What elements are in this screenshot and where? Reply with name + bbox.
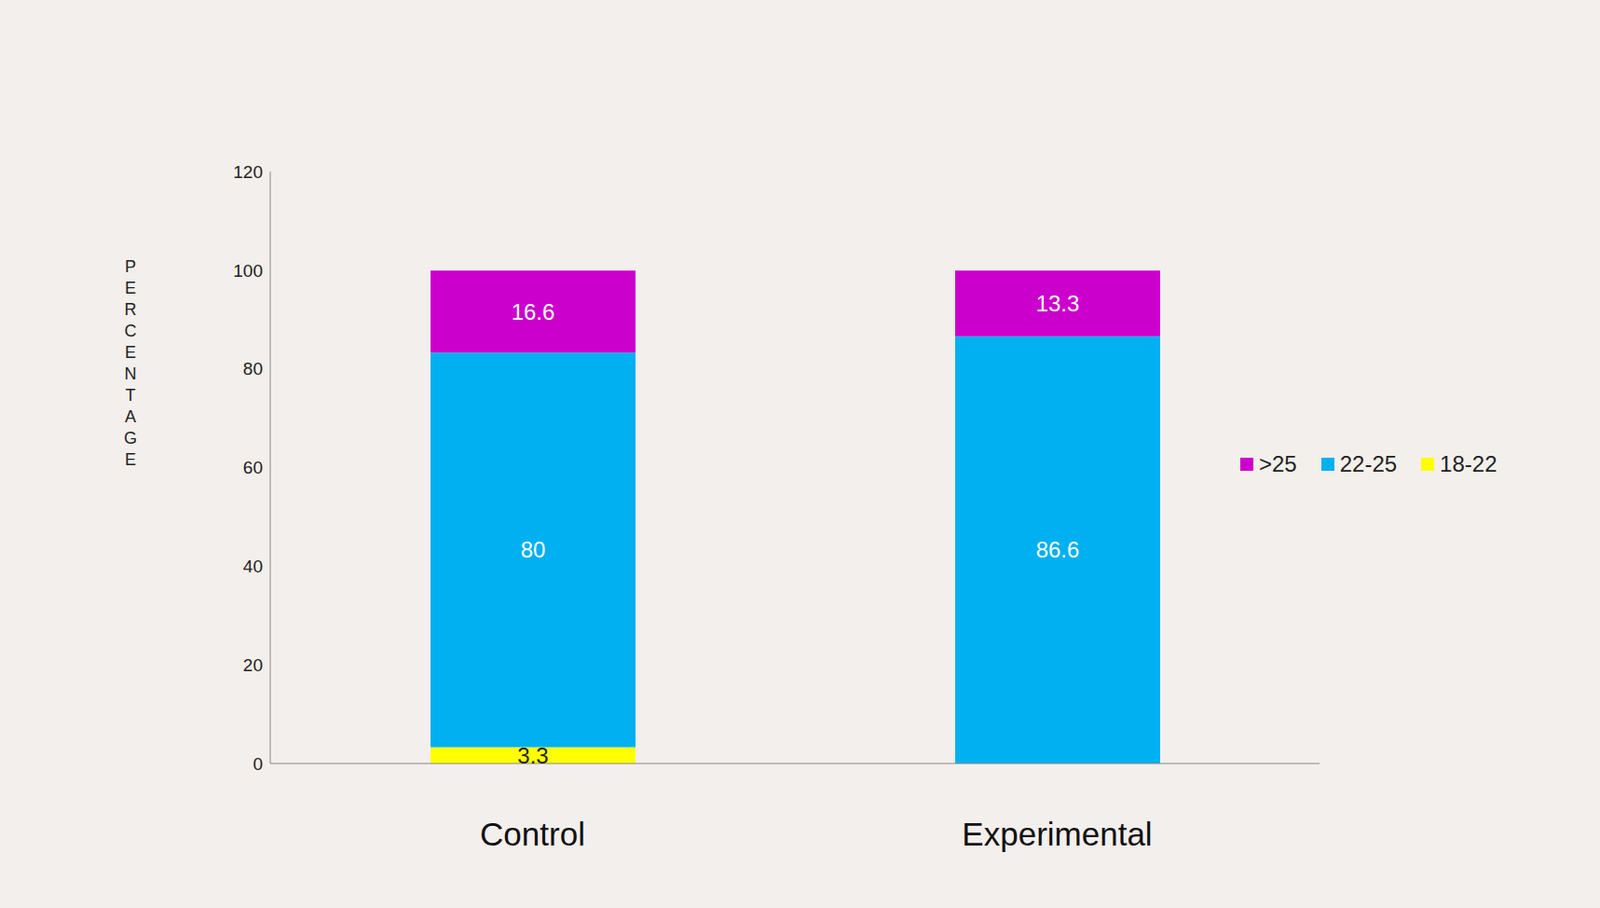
html-text:R: R <box>124 300 137 319</box>
svg-text:80: 80 <box>243 358 263 379</box>
svg-text:0: 0 <box>252 753 263 774</box>
svg-text:80: 80 <box>520 536 547 562</box>
html-text:P: P <box>124 257 137 276</box>
html-text:E: E <box>124 450 137 469</box>
svg-text:13.3: 13.3 <box>1036 290 1081 316</box>
svg-text:Control: Control <box>479 815 586 852</box>
html-text:18-22: 18-22 <box>1439 451 1498 477</box>
html-text:C: C <box>124 321 137 341</box>
html-text:T: T <box>125 385 136 405</box>
svg-text:20: 20 <box>243 655 263 675</box>
html-text:>25: >25 <box>1258 451 1297 477</box>
svg-text:16.6: 16.6 <box>511 299 556 325</box>
html-text:A: A <box>124 407 137 426</box>
svg-text:3.3: 3.3 <box>517 742 548 768</box>
html-text:E: E <box>124 278 137 298</box>
html-text:N: N <box>124 364 137 383</box>
svg-text:120: 120 <box>232 162 263 182</box>
svg-text:100: 100 <box>232 260 263 281</box>
html-text:22-25: 22-25 <box>1339 451 1397 477</box>
svg-text:86.6: 86.6 <box>1036 536 1081 562</box>
html-text:G: G <box>123 428 137 448</box>
svg-text:60: 60 <box>243 457 263 478</box>
html-text:E: E <box>124 342 137 362</box>
svg-text:40: 40 <box>243 556 263 576</box>
svg-text:Experimental: Experimental <box>961 815 1152 852</box>
